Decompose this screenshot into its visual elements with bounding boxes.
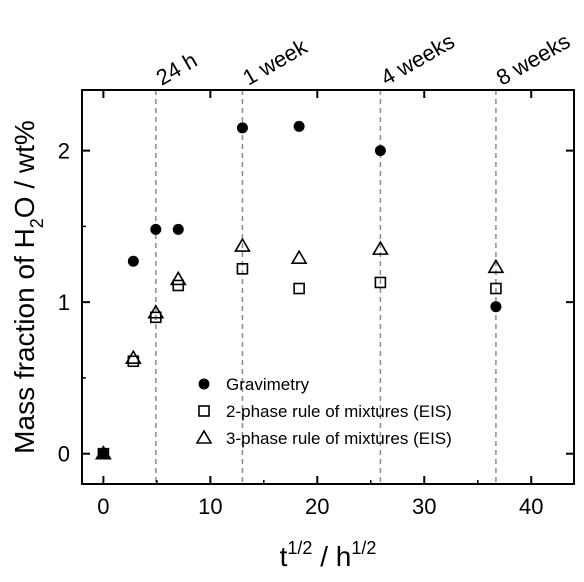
data-point-square-open [172,279,185,292]
time-marker-label: 8 weeks [492,28,574,90]
data-point-triangle-open [487,258,505,274]
time-marker-label: 24 h [152,47,202,90]
legend-marker-circle-filled [198,378,210,390]
data-point-circle-filled [172,223,184,235]
plot-frame [81,89,575,485]
data-point-square-open [293,282,305,295]
data-point-circle-filled [127,255,139,267]
data-point-circle-filled [374,145,386,157]
x-tick-label: 20 [305,494,329,519]
data-point-triangle-open [234,237,251,252]
axis-ticks: 0 10 20 30 40 0 1 2 [58,90,574,519]
data-point-square-open [374,276,387,289]
legend-label: 3-phase rule of mixtures (EIS) [226,429,452,448]
data-point-square-open [236,263,249,275]
data-points [94,120,505,460]
data-point-triangle-open [290,249,308,265]
y-tick-label: 2 [58,139,70,164]
x-axis-title-base: t [280,541,288,572]
y-tick-label: 0 [58,442,70,467]
x-axis-title-sup1: 1/2 [287,538,312,558]
data-point-circle-filled [236,122,248,134]
x-axis-title-mid: / h [312,541,351,572]
x-tick-label: 0 [97,494,109,519]
legend-label: Gravimetry [226,375,310,394]
data-point-circle-filled [97,448,109,460]
x-axis-title-sup2: 1/2 [351,538,376,558]
x-tick-label: 40 [519,494,543,519]
legend-marker-square-open [198,405,210,417]
data-point-square-open [490,282,502,295]
data-point-triangle-open [124,349,142,365]
y-axis-title-post: O / wt% [9,120,40,218]
data-point-circle-filled [293,120,305,132]
x-axis-title: t1/2 / h1/2 [280,538,377,572]
y-axis-title-pre: Mass fraction of H [9,228,40,454]
data-point-triangle-open [169,270,187,286]
y-axis-title-sub: 2 [27,218,47,228]
legend-marker-triangle-open [195,429,213,444]
x-tick-label: 10 [198,494,222,519]
data-point-circle-filled [490,301,502,313]
legend-label: 2-phase rule of mixtures (EIS) [226,402,452,421]
time-marker-label: 4 weeks [376,28,458,90]
time-marker-label: 1 week [238,33,312,90]
data-point-circle-filled [150,223,162,235]
y-tick-label: 1 [58,290,70,315]
legend: Gravimetry 2-phase rule of mixtures (EIS)… [195,375,452,448]
data-point-triangle-open [372,240,389,255]
x-tick-label: 30 [412,494,436,519]
y-axis-title: Mass fraction of H2O / wt% [9,120,47,454]
data-point-triangle-open [147,304,165,319]
